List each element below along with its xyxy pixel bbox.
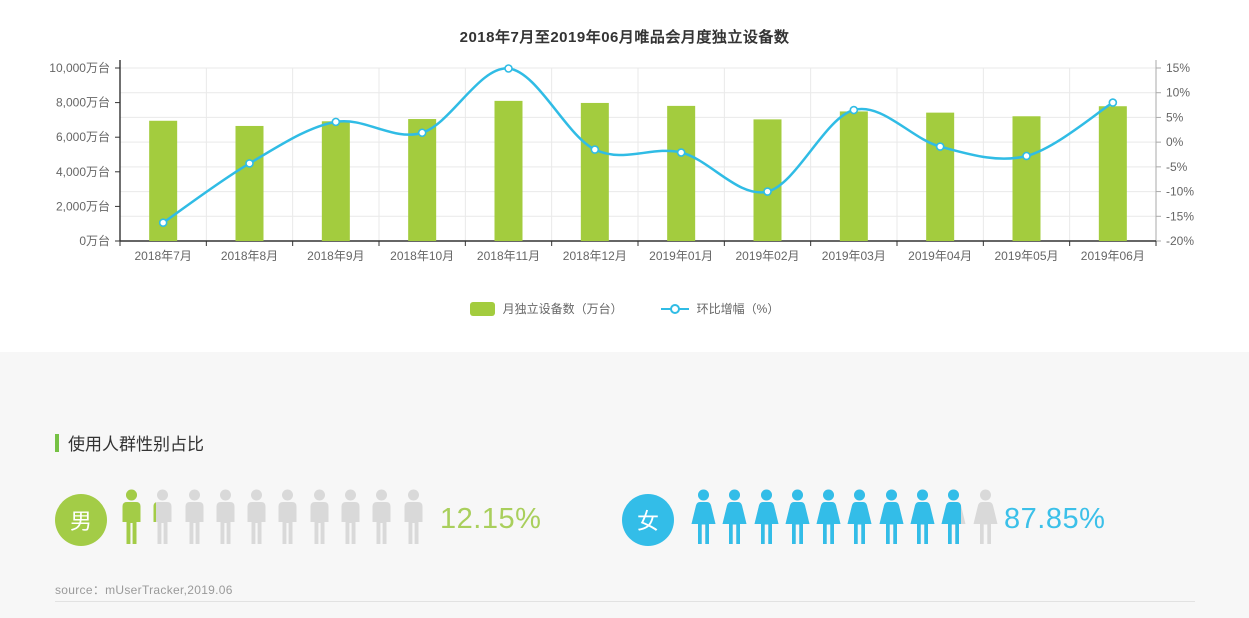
x-axis-label: 2018年12月	[563, 249, 627, 263]
line-series-swatch	[660, 303, 689, 315]
active-icon-layer	[118, 489, 156, 546]
male-person-icon	[372, 489, 391, 544]
heading-marker	[55, 433, 59, 452]
bar	[839, 111, 868, 241]
bar	[926, 112, 955, 241]
active-icon-layer	[690, 489, 962, 546]
x-axis-label: 2018年8月	[221, 249, 278, 263]
line-point	[504, 64, 513, 73]
female-person-icon	[722, 489, 747, 544]
y-axis-right-label: 5%	[1166, 110, 1184, 124]
female-person-icon	[941, 489, 962, 544]
y-axis-right-label: 0%	[1166, 135, 1184, 149]
y-axis-left-label: 2,000万台	[56, 198, 110, 213]
line-point	[935, 142, 945, 151]
bar	[494, 100, 523, 242]
x-axis-label: 2018年10月	[390, 249, 454, 263]
combo-chart: 10,000万台 8,000万台 6,000万台 4,000万台 2,000万台 0万台 1…	[49, 60, 1194, 263]
y-axis-left-label: 10,000万台	[49, 60, 110, 75]
bar	[1012, 116, 1041, 241]
line-point	[417, 128, 427, 138]
legend-label-growth: 环比增幅（%）	[696, 302, 780, 316]
bar-series-swatch	[469, 301, 495, 316]
female-person-icon	[910, 489, 935, 544]
y-axis-right-label: 15%	[1166, 61, 1190, 75]
male-person-icon	[247, 489, 266, 544]
line-point	[676, 148, 686, 157]
y-axis-left-label: 0万台	[79, 233, 110, 248]
y-axis-right-label: -15%	[1166, 209, 1194, 223]
male-person-icon	[185, 489, 204, 544]
x-axis-label: 2019年05月	[994, 249, 1058, 263]
y-axis-left-label: 6,000万台	[56, 129, 110, 144]
y-axis-left-label: 8,000万台	[56, 95, 110, 110]
bar	[1098, 106, 1127, 241]
line-point	[331, 117, 341, 127]
female-badge: 女	[622, 494, 674, 546]
x-axis-label: 2019年01月	[649, 249, 713, 263]
gender-section-title: 使用人群性别占比	[68, 435, 204, 454]
male-badge: 男	[55, 494, 107, 546]
female-person-icon	[691, 489, 716, 544]
male-icon-row	[118, 489, 427, 546]
footer-divider	[55, 601, 1195, 602]
female-person-icon	[754, 489, 779, 544]
bar	[667, 105, 696, 242]
y-axis-right-label: -10%	[1166, 185, 1194, 199]
chart-title: 2018年7月至2019年06月唯品会月度独立设备数	[459, 29, 790, 46]
female-icon-row	[690, 489, 999, 546]
source-note: source：mUserTracker,2019.06	[55, 583, 233, 597]
female-person-icon	[847, 489, 872, 544]
y-axis-right-label: -5%	[1166, 160, 1188, 174]
y-axis-left-label: 4,000万台	[56, 164, 110, 179]
legend-circle-icon	[669, 303, 680, 314]
female-person-icon	[879, 489, 904, 544]
male-person-icon	[404, 489, 423, 544]
male-person-icon	[278, 489, 297, 544]
bar	[580, 102, 609, 241]
legend-item-devices[interactable]: 月独立设备数（万台）	[469, 300, 623, 317]
gender-section-heading: 使用人群性别占比	[55, 430, 204, 455]
x-axis-label: 2018年7月	[134, 249, 191, 263]
male-person-icon	[341, 489, 360, 544]
male-person-icon	[153, 489, 172, 544]
male-person-icon	[310, 489, 329, 544]
male-percent: 12.15%	[440, 503, 542, 535]
chart-panel: 2018年7月至2019年06月唯品会月度独立设备数 10,000万台 8,000…	[0, 29, 1249, 317]
female-person-icon	[785, 489, 810, 544]
male-person-icon	[153, 502, 156, 522]
line-point	[1022, 151, 1031, 161]
line-point	[158, 218, 168, 228]
female-percent: 87.85%	[1004, 503, 1106, 535]
x-axis-label: 2019年03月	[822, 249, 886, 263]
line-point	[763, 187, 772, 196]
male-person-icon	[122, 489, 141, 544]
bar	[753, 119, 782, 241]
bar	[408, 119, 437, 241]
y-axis-right-label: 10%	[1166, 86, 1190, 100]
male-person-icon	[216, 489, 235, 544]
x-axis-label: 2018年9月	[307, 249, 364, 263]
line-point	[849, 105, 859, 115]
x-axis-label: 2019年06月	[1081, 249, 1145, 263]
x-axis-label: 2018年11月	[477, 249, 540, 263]
line-point	[590, 145, 600, 154]
chart-legend: 月独立设备数（万台） 环比增幅（%）	[0, 300, 1249, 317]
female-person-icon	[816, 489, 841, 544]
female-person-icon	[973, 489, 998, 544]
bar	[321, 121, 350, 241]
bar	[235, 125, 264, 241]
inactive-icon-layer	[118, 489, 431, 546]
legend-item-growth[interactable]: 环比增幅（%）	[660, 300, 780, 317]
x-axis-label: 2019年04月	[908, 249, 972, 263]
legend-label-devices: 月独立设备数（万台）	[502, 302, 623, 316]
x-axis-label: 2019年02月	[735, 249, 799, 263]
line-point	[245, 159, 254, 168]
y-axis-right-label: -20%	[1166, 234, 1194, 248]
line-point	[1108, 98, 1118, 107]
